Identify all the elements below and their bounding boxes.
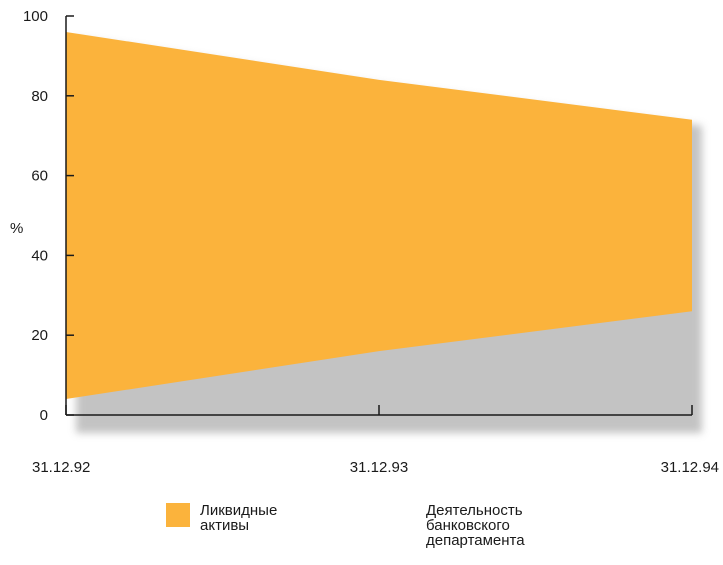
y-tick-label: 20 bbox=[31, 327, 48, 344]
legend-item-liquid-assets: Ликвидные активы bbox=[166, 503, 360, 533]
legend-label-line: Ликвидные bbox=[200, 502, 278, 519]
y-tick-label: 0 bbox=[40, 407, 48, 424]
y-axis-label: % bbox=[10, 220, 23, 237]
x-tick-label: 31.12.94 bbox=[661, 459, 719, 476]
series-area-liquid-assets bbox=[66, 31, 692, 400]
legend-label-line: активы bbox=[200, 517, 250, 534]
legend-label-banking-department: Деятельность банковского департамента bbox=[426, 503, 616, 548]
x-tick-label: 31.12.93 bbox=[350, 459, 408, 476]
x-tick-label: 31.12.92 bbox=[32, 459, 90, 476]
legend-item-banking-department: Деятельность банковского департамента bbox=[426, 503, 616, 548]
legend-label-line: банковского bbox=[426, 517, 510, 534]
legend-label-line: департамента bbox=[426, 532, 525, 549]
y-tick-label: 40 bbox=[31, 247, 48, 264]
legend-label-liquid-assets: Ликвидные активы bbox=[200, 503, 360, 533]
legend-label-line: Деятельность bbox=[426, 502, 523, 519]
y-tick-label: 80 bbox=[31, 88, 48, 105]
y-tick-label: 60 bbox=[31, 168, 48, 185]
legend-swatch-liquid-assets bbox=[166, 503, 190, 527]
y-tick-label: 100 bbox=[23, 8, 48, 25]
